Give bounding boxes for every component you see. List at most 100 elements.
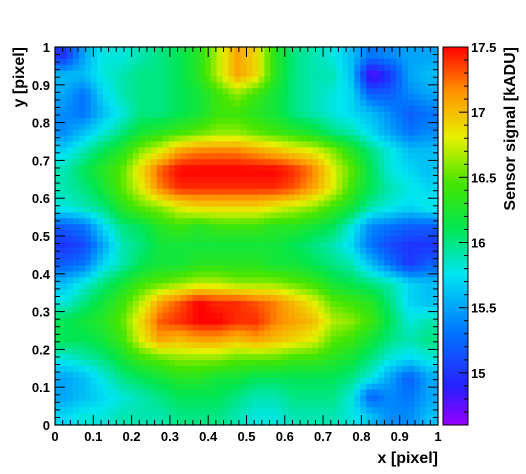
heatmap-cell (132, 407, 140, 414)
heatmap-cell (216, 407, 224, 414)
heatmap-cell (234, 247, 242, 255)
heatmap-cell (126, 389, 134, 397)
heatmap-cell (426, 377, 433, 385)
heatmap-cell (288, 295, 295, 302)
heatmap-cell (174, 407, 182, 414)
heatmap-cell (102, 47, 110, 54)
heatmap-cell (150, 342, 158, 349)
heatmap-cell (414, 413, 421, 420)
heatmap-cell (180, 348, 188, 355)
heatmap-cell (264, 224, 272, 231)
heatmap-cell (204, 117, 212, 125)
heatmap-cell (78, 295, 86, 302)
heatmap-cell (378, 300, 385, 308)
heatmap-cell (150, 300, 158, 308)
heatmap-cell (414, 253, 421, 261)
heatmap-cell (210, 383, 218, 391)
heatmap-cell (174, 171, 182, 178)
heatmap-cell (282, 271, 289, 278)
heatmap-cell (144, 348, 152, 355)
heatmap-cell (342, 106, 349, 113)
heatmap-cell (192, 360, 200, 367)
heatmap-cell (366, 129, 373, 137)
heatmap-cell (234, 224, 242, 231)
heatmap-cell (72, 289, 80, 296)
heatmap-cell (366, 206, 373, 213)
heatmap-cell (96, 106, 104, 113)
heatmap-cell (192, 70, 200, 78)
heatmap-cell (60, 365, 68, 373)
heatmap-cell (102, 295, 110, 302)
heatmap-cell (168, 289, 176, 296)
heatmap-cell (228, 147, 236, 154)
heatmap-cell (240, 306, 248, 314)
heatmap-cell (222, 407, 230, 414)
heatmap-cell (198, 312, 206, 320)
heatmap-cell (342, 295, 349, 302)
heatmap-cell (258, 289, 266, 296)
heatmap-cell (312, 407, 319, 414)
heatmap-cell (55, 265, 62, 273)
heatmap-cell (318, 395, 325, 402)
heatmap-cell (282, 141, 289, 149)
heatmap-cell (300, 413, 307, 420)
heatmap-cell (402, 188, 409, 196)
heatmap-cell (396, 241, 403, 249)
heatmap-cell (90, 47, 98, 54)
heatmap-cell (108, 253, 116, 261)
heatmap-cell (60, 407, 68, 414)
heatmap-cell (102, 318, 110, 326)
heatmap-cell (198, 117, 206, 125)
heatmap-cell (432, 318, 438, 326)
heatmap-cell (228, 159, 236, 166)
heatmap-cell (216, 241, 224, 249)
heatmap-cell (336, 413, 343, 420)
heatmap-cell (252, 236, 260, 243)
heatmap-cell (96, 312, 104, 320)
heatmap-cell (330, 129, 337, 137)
heatmap-cell (66, 212, 74, 219)
heatmap-cell (108, 159, 116, 166)
heatmap-cell (252, 354, 260, 361)
y-tick-label: 0 (43, 418, 50, 433)
heatmap-cell (144, 52, 152, 60)
heatmap-cell (288, 377, 295, 385)
heatmap-cell (102, 360, 110, 367)
heatmap-cell (360, 306, 367, 314)
heatmap-cell (162, 365, 170, 373)
heatmap-cell (180, 407, 188, 414)
heatmap-cell (348, 389, 355, 397)
heatmap-cell (420, 153, 427, 160)
heatmap-cell (168, 236, 176, 243)
heatmap-cell (246, 324, 254, 332)
heatmap-cell (126, 88, 134, 95)
heatmap-cell (120, 336, 128, 343)
heatmap-cell (246, 171, 254, 178)
heatmap-cell (78, 283, 86, 290)
heatmap-cell (360, 153, 367, 160)
heatmap-cell (420, 377, 427, 385)
heatmap-cell (210, 312, 218, 320)
heatmap-cell (66, 230, 74, 237)
heatmap-cell (66, 413, 74, 420)
heatmap-cell (282, 342, 289, 349)
heatmap-cell (312, 188, 319, 196)
heatmap-cell (162, 289, 170, 296)
heatmap-cell (102, 289, 110, 296)
heatmap-cell (354, 218, 361, 225)
heatmap-cell (78, 253, 86, 261)
heatmap-cell (210, 407, 218, 414)
heatmap-cell (228, 129, 236, 137)
heatmap-cell (84, 135, 92, 143)
heatmap-cell (246, 188, 254, 196)
heatmap-cell (156, 241, 164, 249)
heatmap-cell (156, 236, 164, 243)
heatmap-cell (252, 194, 260, 202)
heatmap-cell (336, 82, 343, 89)
heatmap-cell (348, 259, 355, 267)
heatmap-cell (324, 365, 331, 373)
heatmap-cell (270, 206, 278, 213)
heatmap-cell (216, 141, 224, 149)
heatmap-cell (318, 47, 325, 54)
heatmap-cell (180, 230, 188, 237)
